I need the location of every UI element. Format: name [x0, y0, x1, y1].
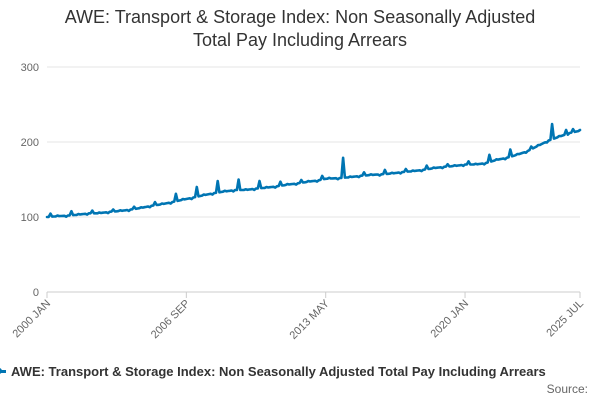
y-tick-label: 200 [21, 137, 39, 149]
y-tick-label: 100 [21, 212, 39, 224]
x-tick-label: 2006 SEP [149, 298, 193, 342]
x-tick-label: 2025 JUL [544, 298, 586, 340]
chart-title-line1: AWE: Transport & Storage Index: Non Seas… [64, 7, 536, 27]
legend-series-label: AWE: Transport & Storage Index: Non Seas… [11, 364, 546, 379]
x-tick-label: 2000 JAN [10, 298, 53, 341]
chart-title: AWE: Transport & Storage Index: Non Seas… [0, 6, 600, 52]
x-tick-label: 2013 MAY [288, 297, 333, 342]
x-tick-label: 2020 JAN [429, 298, 472, 341]
y-tick-label: 0 [33, 287, 39, 299]
legend-line-marker-icon [0, 368, 6, 374]
y-tick-label: 300 [21, 62, 39, 74]
chart-title-line2: Total Pay Including Arrears [192, 30, 408, 50]
source-label: Source: [546, 382, 588, 396]
chart-legend[interactable]: AWE: Transport & Storage Index: Non Seas… [0, 364, 600, 384]
series-line [45, 122, 582, 219]
